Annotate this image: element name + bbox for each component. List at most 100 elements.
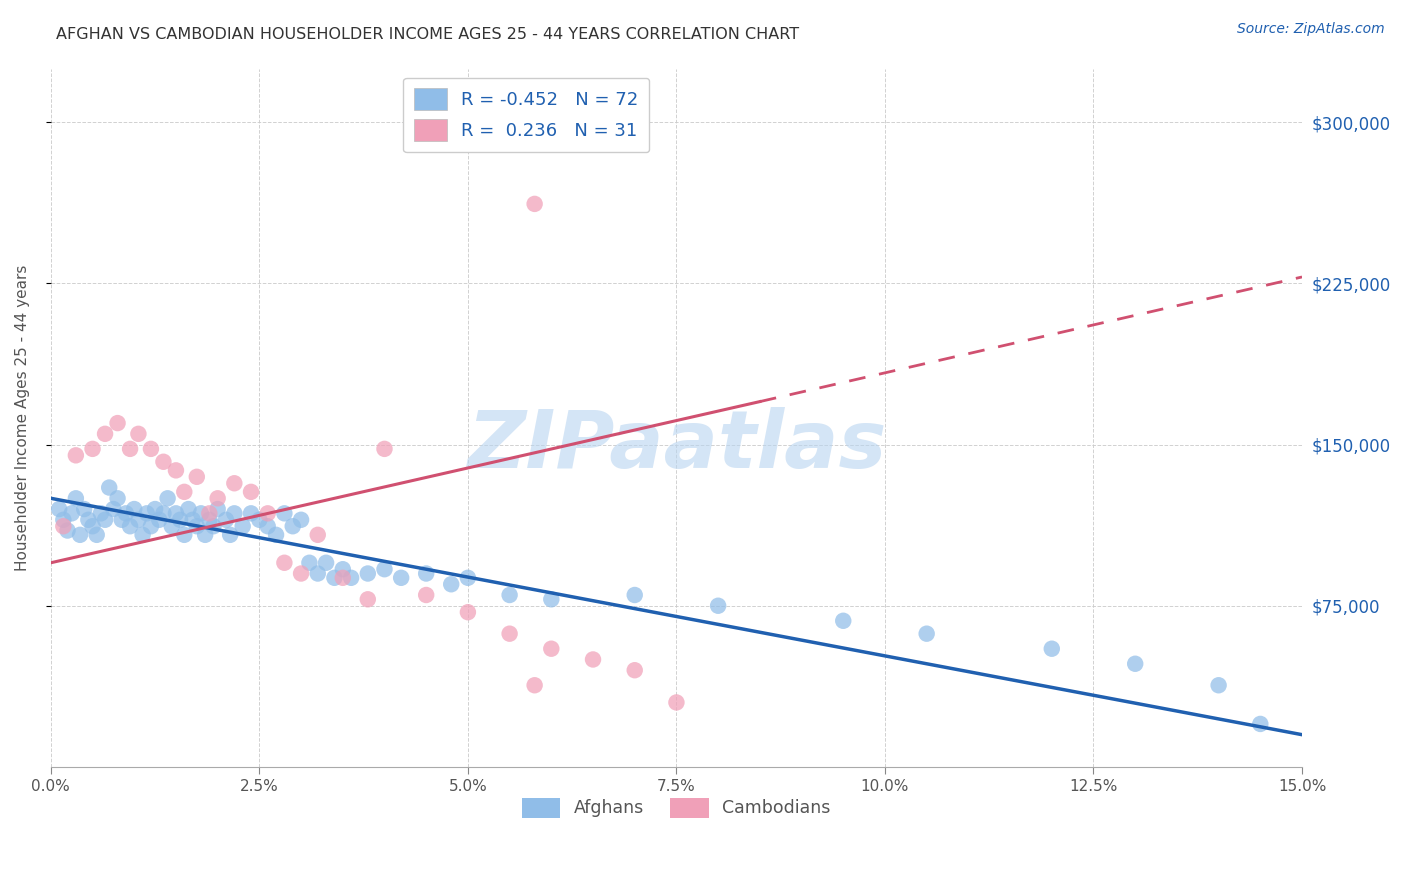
Point xyxy=(48,502,70,516)
Point xyxy=(582,652,605,666)
Point xyxy=(457,571,479,585)
Point xyxy=(240,484,263,499)
Point xyxy=(202,519,225,533)
Point xyxy=(98,481,121,495)
Point xyxy=(143,502,166,516)
Point xyxy=(107,491,129,506)
Point xyxy=(832,614,855,628)
Point xyxy=(77,513,100,527)
Point xyxy=(240,506,263,520)
Point xyxy=(73,502,96,516)
Point xyxy=(173,528,195,542)
Point xyxy=(65,448,87,462)
Point xyxy=(198,513,221,527)
Point xyxy=(115,506,138,520)
Point xyxy=(152,455,174,469)
Point xyxy=(177,502,200,516)
Point xyxy=(181,513,204,527)
Point xyxy=(256,519,278,533)
Point xyxy=(215,513,238,527)
Point xyxy=(457,605,479,619)
Point xyxy=(915,626,938,640)
Point xyxy=(623,588,645,602)
Text: ZIPaatlas: ZIPaatlas xyxy=(467,407,886,484)
Point xyxy=(198,506,221,520)
Point xyxy=(498,588,520,602)
Point xyxy=(290,566,312,581)
Point xyxy=(498,626,520,640)
Point xyxy=(415,566,437,581)
Point xyxy=(194,528,217,542)
Point xyxy=(290,513,312,527)
Point xyxy=(315,556,337,570)
Point xyxy=(82,442,104,456)
Point xyxy=(373,442,395,456)
Point xyxy=(56,524,79,538)
Point xyxy=(264,528,287,542)
Point xyxy=(135,506,157,520)
Point xyxy=(165,506,187,520)
Point xyxy=(281,519,304,533)
Point xyxy=(623,663,645,677)
Point xyxy=(323,571,346,585)
Point xyxy=(90,506,112,520)
Point xyxy=(357,566,380,581)
Point xyxy=(52,519,75,533)
Point xyxy=(190,506,212,520)
Point xyxy=(65,491,87,506)
Point xyxy=(224,506,246,520)
Point xyxy=(224,476,246,491)
Point xyxy=(357,592,380,607)
Point xyxy=(120,519,142,533)
Point xyxy=(332,562,354,576)
Point xyxy=(94,513,117,527)
Point xyxy=(69,528,91,542)
Point xyxy=(107,416,129,430)
Point xyxy=(665,695,688,709)
Point xyxy=(169,513,191,527)
Point xyxy=(60,506,83,520)
Point xyxy=(148,513,170,527)
Point xyxy=(373,562,395,576)
Point xyxy=(707,599,730,613)
Point xyxy=(173,484,195,499)
Point xyxy=(1208,678,1230,692)
Point xyxy=(307,528,329,542)
Point xyxy=(207,491,229,506)
Point xyxy=(523,678,546,692)
Point xyxy=(156,491,179,506)
Point xyxy=(94,426,117,441)
Point xyxy=(207,502,229,516)
Point xyxy=(152,506,174,520)
Point xyxy=(139,442,162,456)
Point xyxy=(247,513,270,527)
Point xyxy=(298,556,321,570)
Text: AFGHAN VS CAMBODIAN HOUSEHOLDER INCOME AGES 25 - 44 YEARS CORRELATION CHART: AFGHAN VS CAMBODIAN HOUSEHOLDER INCOME A… xyxy=(56,27,800,42)
Legend: Afghans, Cambodians: Afghans, Cambodians xyxy=(515,790,838,824)
Point xyxy=(273,556,295,570)
Point xyxy=(440,577,463,591)
Point xyxy=(523,197,546,211)
Point xyxy=(103,502,125,516)
Point xyxy=(219,528,242,542)
Point xyxy=(232,519,254,533)
Point xyxy=(86,528,108,542)
Point xyxy=(540,641,562,656)
Text: Source: ZipAtlas.com: Source: ZipAtlas.com xyxy=(1237,22,1385,37)
Point xyxy=(139,519,162,533)
Point xyxy=(540,592,562,607)
Point xyxy=(160,519,183,533)
Point xyxy=(1249,717,1271,731)
Point xyxy=(415,588,437,602)
Point xyxy=(165,463,187,477)
Point xyxy=(131,528,153,542)
Point xyxy=(256,506,278,520)
Point xyxy=(111,513,134,527)
Point xyxy=(273,506,295,520)
Point xyxy=(332,571,354,585)
Point xyxy=(186,470,208,484)
Point xyxy=(340,571,363,585)
Point xyxy=(186,519,208,533)
Point xyxy=(122,502,145,516)
Point xyxy=(127,426,149,441)
